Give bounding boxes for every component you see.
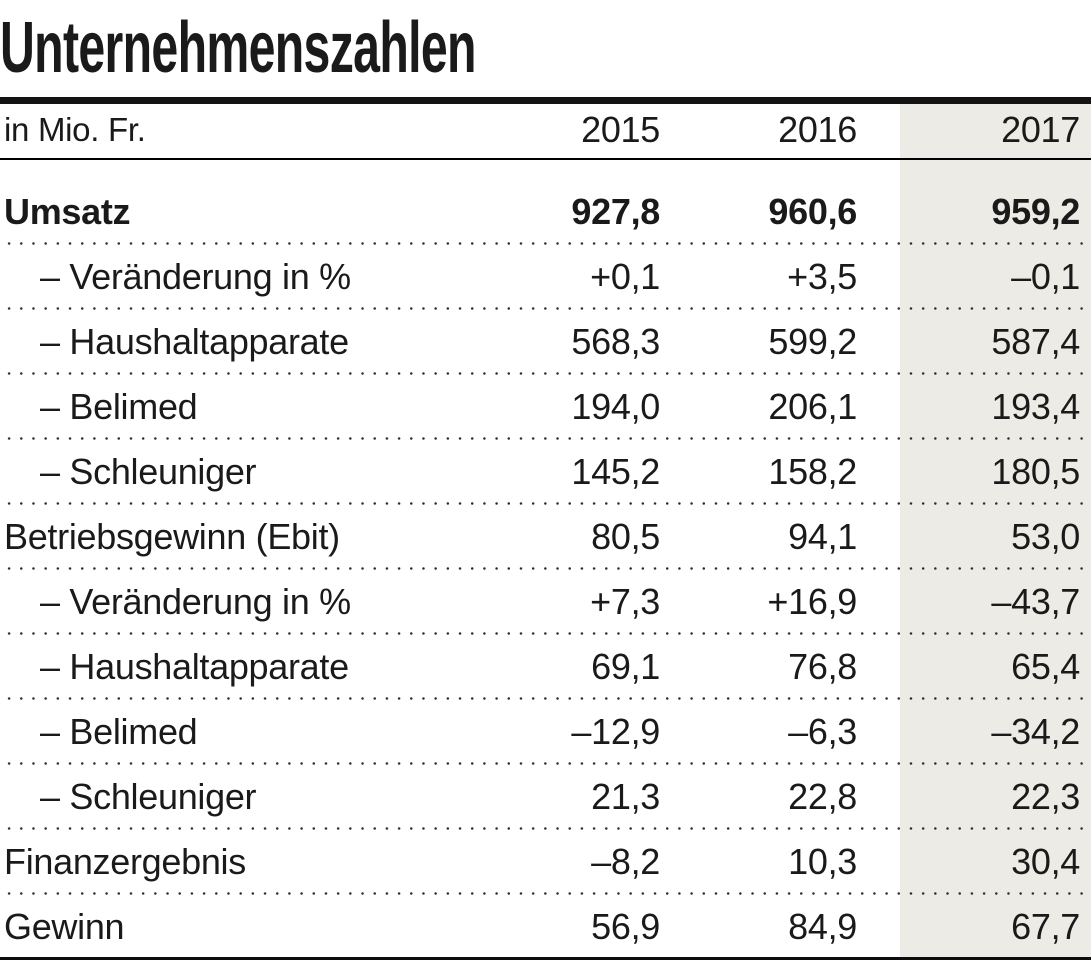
row-value-2016: –6,3 xyxy=(788,711,857,752)
row-label: – Veränderung in % xyxy=(40,581,351,622)
row-label: – Veränderung in % xyxy=(40,256,351,297)
row-value-2016: 76,8 xyxy=(788,646,857,687)
page-title-text: Unternehmenszahlen xyxy=(0,8,476,88)
table-row: Gewinn 56,9 84,9 67,7 xyxy=(0,892,1091,957)
row-value-2016: 599,2 xyxy=(768,321,857,362)
row-value-2017: 22,3 xyxy=(1011,776,1080,817)
table-row: Umsatz 927,8 960,6 959,2 xyxy=(0,160,1091,242)
row-value-2015: 69,1 xyxy=(591,646,660,687)
table-row: – Haushaltapparate 69,1 76,8 65,4 xyxy=(0,632,1091,697)
table-bottom-rule xyxy=(0,957,1091,960)
row-label: – Belimed xyxy=(40,386,198,427)
row-value-2017: 193,4 xyxy=(991,386,1080,427)
row-value-2016: 10,3 xyxy=(788,841,857,882)
row-value-2015: 56,9 xyxy=(591,906,660,947)
row-value-2015: 21,3 xyxy=(591,776,660,817)
row-value-2016: 22,8 xyxy=(788,776,857,817)
row-value-2016: 960,6 xyxy=(768,191,857,232)
table-row: Betriebsgewinn (Ebit) 80,5 94,1 53,0 xyxy=(0,502,1091,567)
row-value-2015: 568,3 xyxy=(571,321,660,362)
row-value-2017: 30,4 xyxy=(1011,841,1080,882)
row-value-2016: +3,5 xyxy=(787,256,857,297)
row-value-2015: +0,1 xyxy=(590,256,660,297)
row-label: – Schleuniger xyxy=(40,451,257,492)
row-value-2016: 84,9 xyxy=(788,906,857,947)
table-row: – Belimed 194,0 206,1 193,4 xyxy=(0,372,1091,437)
table-row: – Schleuniger 21,3 22,8 22,3 xyxy=(0,762,1091,827)
row-label: – Belimed xyxy=(40,711,198,752)
title-divider-rule xyxy=(0,97,1091,104)
table-header-row: in Mio. Fr. 2015 2016 2017 xyxy=(0,104,1091,160)
unit-label: in Mio. Fr. xyxy=(4,111,146,148)
table-row: – Veränderung in % +0,1 +3,5 –0,1 xyxy=(0,242,1091,307)
row-value-2016: 158,2 xyxy=(768,451,857,492)
row-value-2015: 194,0 xyxy=(571,386,660,427)
row-label: Gewinn xyxy=(4,906,125,947)
row-value-2015: 145,2 xyxy=(571,451,660,492)
figures-table: in Mio. Fr. 2015 2016 2017 Umsatz 927,8 … xyxy=(0,104,1091,960)
row-value-2016: 94,1 xyxy=(788,516,857,557)
row-value-2017: 180,5 xyxy=(991,451,1080,492)
row-value-2017: –43,7 xyxy=(991,581,1080,622)
table-row: Finanzergebnis –8,2 10,3 30,4 xyxy=(0,827,1091,892)
row-value-2015: –8,2 xyxy=(591,841,660,882)
row-value-2015: 927,8 xyxy=(571,191,660,232)
row-value-2016: +16,9 xyxy=(767,581,857,622)
table-body: Umsatz 927,8 960,6 959,2 – Veränderung i… xyxy=(0,160,1091,957)
row-value-2015: 80,5 xyxy=(591,516,660,557)
column-header-2016: 2016 xyxy=(778,109,857,150)
row-value-2015: –12,9 xyxy=(571,711,660,752)
column-header-2017: 2017 xyxy=(1001,109,1080,150)
row-value-2017: –34,2 xyxy=(991,711,1080,752)
row-value-2017: 959,2 xyxy=(991,191,1080,232)
row-label: Finanzergebnis xyxy=(4,841,246,882)
row-value-2017: 587,4 xyxy=(991,321,1080,362)
row-value-2017: –0,1 xyxy=(1011,256,1080,297)
row-label: – Haushaltapparate xyxy=(40,646,349,687)
row-value-2017: 67,7 xyxy=(1011,906,1080,947)
table-row: – Schleuniger 145,2 158,2 180,5 xyxy=(0,437,1091,502)
page-title: Unternehmenszahlen xyxy=(0,0,1091,88)
row-label: Betriebsgewinn (Ebit) xyxy=(4,516,340,557)
row-value-2015: +7,3 xyxy=(590,581,660,622)
table-row: – Haushaltapparate 568,3 599,2 587,4 xyxy=(0,307,1091,372)
column-header-2015: 2015 xyxy=(581,109,660,150)
row-label: Umsatz xyxy=(4,191,131,232)
row-label: – Haushaltapparate xyxy=(40,321,349,362)
table-row: – Belimed –12,9 –6,3 –34,2 xyxy=(0,697,1091,762)
row-value-2017: 53,0 xyxy=(1011,516,1080,557)
row-label: – Schleuniger xyxy=(40,776,257,817)
table-row: – Veränderung in % +7,3 +16,9 –43,7 xyxy=(0,567,1091,632)
row-value-2016: 206,1 xyxy=(768,386,857,427)
row-value-2017: 65,4 xyxy=(1011,646,1080,687)
